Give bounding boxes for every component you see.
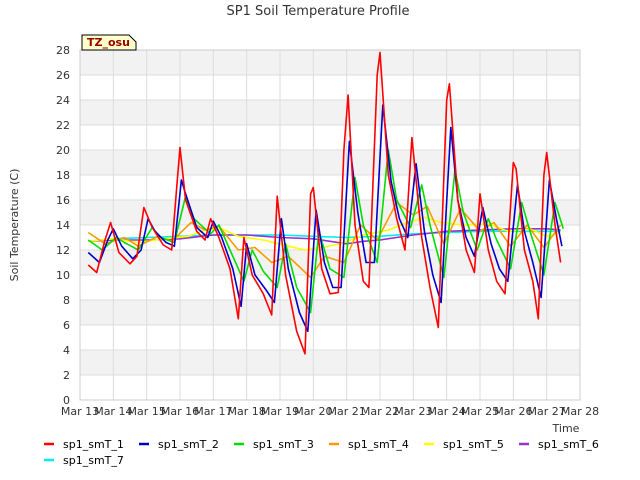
series-line-sp1-smt-7 xyxy=(88,230,561,243)
series-lines xyxy=(87,51,565,355)
x-tick-label: Mar 21 xyxy=(328,405,366,418)
legend-item-sp1-smt-4: sp1_smT_4 xyxy=(329,438,409,451)
timezone-badge: TZ_osu xyxy=(81,34,137,51)
legend-label: sp1_smT_3 xyxy=(253,438,314,451)
legend-label: sp1_smT_5 xyxy=(443,438,504,451)
plot-band xyxy=(80,150,580,175)
y-tick-label: 14 xyxy=(56,219,70,232)
x-tick-label: Mar 25 xyxy=(461,405,499,418)
y-tick-label: 6 xyxy=(63,319,70,332)
y-tick-label: 4 xyxy=(63,344,70,357)
series-line-sp1-smt-2 xyxy=(87,104,563,333)
legend-label: sp1_smT_4 xyxy=(348,438,409,451)
x-tick-label: Mar 28 xyxy=(561,405,599,418)
y-tick-label: 18 xyxy=(56,169,70,182)
x-tick-label: Mar 13 xyxy=(61,405,99,418)
x-tick-label: Mar 27 xyxy=(528,405,566,418)
y-tick-label: 10 xyxy=(56,269,70,282)
x-tick-label: Mar 24 xyxy=(428,405,466,418)
plot-band xyxy=(80,100,580,125)
y-tick-label: 26 xyxy=(56,69,70,82)
x-tick-label: Mar 14 xyxy=(94,405,132,418)
legend-item-sp1-smt-1: sp1_smT_1 xyxy=(44,438,124,451)
y-tick-label: 0 xyxy=(63,394,70,407)
plot-band xyxy=(80,300,580,325)
y-axis-label: Soil Temperature (C) xyxy=(8,169,21,282)
plot-band xyxy=(80,350,580,375)
timezone-badge-text: TZ_osu xyxy=(87,36,130,49)
y-tick-label: 2 xyxy=(63,369,70,382)
legend: sp1_smT_1 sp1_smT_2 sp1_smT_3 sp1_smT_4 sp1_… xyxy=(44,438,599,467)
plot-band xyxy=(80,375,580,400)
y-tick-label: 12 xyxy=(56,244,70,257)
y-tick-label: 20 xyxy=(56,144,70,157)
plot-band xyxy=(80,175,580,200)
chart-title: SP1 Soil Temperature Profile xyxy=(227,4,410,19)
legend-item-sp1-smt-7: sp1_smT_7 xyxy=(44,454,124,467)
plot-border xyxy=(79,49,581,401)
legend-label: sp1_smT_1 xyxy=(63,438,124,451)
x-tick-label: Mar 15 xyxy=(128,405,166,418)
plot-band xyxy=(80,325,580,350)
legend-item-sp1-smt-3: sp1_smT_3 xyxy=(234,438,314,451)
series-line-sp1-smt-1 xyxy=(87,51,562,355)
y-tick-label: 22 xyxy=(56,119,70,132)
legend-label: sp1_smT_2 xyxy=(158,438,219,451)
plot-band xyxy=(80,125,580,150)
legend-item-sp1-smt-5: sp1_smT_5 xyxy=(424,438,504,451)
x-tick-label: Mar 17 xyxy=(194,405,232,418)
legend-label: sp1_smT_6 xyxy=(538,438,599,451)
y-tick-label: 24 xyxy=(56,94,70,107)
plot-band xyxy=(80,75,580,100)
legend-label: sp1_smT_7 xyxy=(63,454,124,467)
legend-item-sp1-smt-2: sp1_smT_2 xyxy=(139,438,219,451)
x-tick-label: Mar 23 xyxy=(394,405,432,418)
plot-background xyxy=(80,50,580,400)
x-tick-label: Mar 26 xyxy=(494,405,532,418)
plot-band xyxy=(80,250,580,275)
timezone-badge-box xyxy=(81,34,137,51)
x-tick-label: Mar 22 xyxy=(361,405,399,418)
x-tick-label: Mar 16 xyxy=(161,405,199,418)
plot-band xyxy=(80,200,580,225)
x-tick-label: Mar 18 xyxy=(228,405,266,418)
plot-band xyxy=(80,50,580,75)
x-tick-label: Mar 19 xyxy=(261,405,299,418)
y-tick-label: 16 xyxy=(56,194,70,207)
y-tick-label: 28 xyxy=(56,44,70,57)
x-axis-label: Time xyxy=(552,422,580,435)
axes xyxy=(79,49,581,401)
legend-item-sp1-smt-6: sp1_smT_6 xyxy=(519,438,599,451)
x-tick-label: Mar 20 xyxy=(294,405,332,418)
y-tick-label: 8 xyxy=(63,294,70,307)
